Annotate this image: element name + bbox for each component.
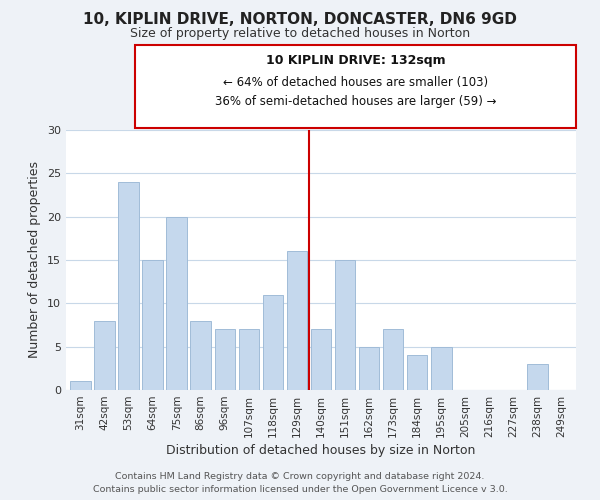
Text: Size of property relative to detached houses in Norton: Size of property relative to detached ho… [130,28,470,40]
Text: Contains public sector information licensed under the Open Government Licence v : Contains public sector information licen… [92,485,508,494]
Text: 10 KIPLIN DRIVE: 132sqm: 10 KIPLIN DRIVE: 132sqm [266,54,445,67]
Bar [335,260,355,390]
Bar [311,330,331,390]
Bar [94,320,115,390]
Text: ← 64% of detached houses are smaller (103): ← 64% of detached houses are smaller (10… [223,76,488,89]
Text: Contains HM Land Registry data © Crown copyright and database right 2024.: Contains HM Land Registry data © Crown c… [115,472,485,481]
Bar [215,330,235,390]
Bar [118,182,139,390]
X-axis label: Distribution of detached houses by size in Norton: Distribution of detached houses by size … [166,444,476,457]
Bar [190,320,211,390]
Bar [142,260,163,390]
Bar [70,382,91,390]
Bar [239,330,259,390]
Y-axis label: Number of detached properties: Number of detached properties [28,162,41,358]
Text: 10, KIPLIN DRIVE, NORTON, DONCASTER, DN6 9GD: 10, KIPLIN DRIVE, NORTON, DONCASTER, DN6… [83,12,517,28]
Bar [263,294,283,390]
Bar [431,346,452,390]
Bar [383,330,403,390]
Bar [527,364,548,390]
Bar [287,252,307,390]
Bar [359,346,379,390]
Text: 36% of semi-detached houses are larger (59) →: 36% of semi-detached houses are larger (… [215,95,496,108]
Bar [166,216,187,390]
Bar [407,356,427,390]
